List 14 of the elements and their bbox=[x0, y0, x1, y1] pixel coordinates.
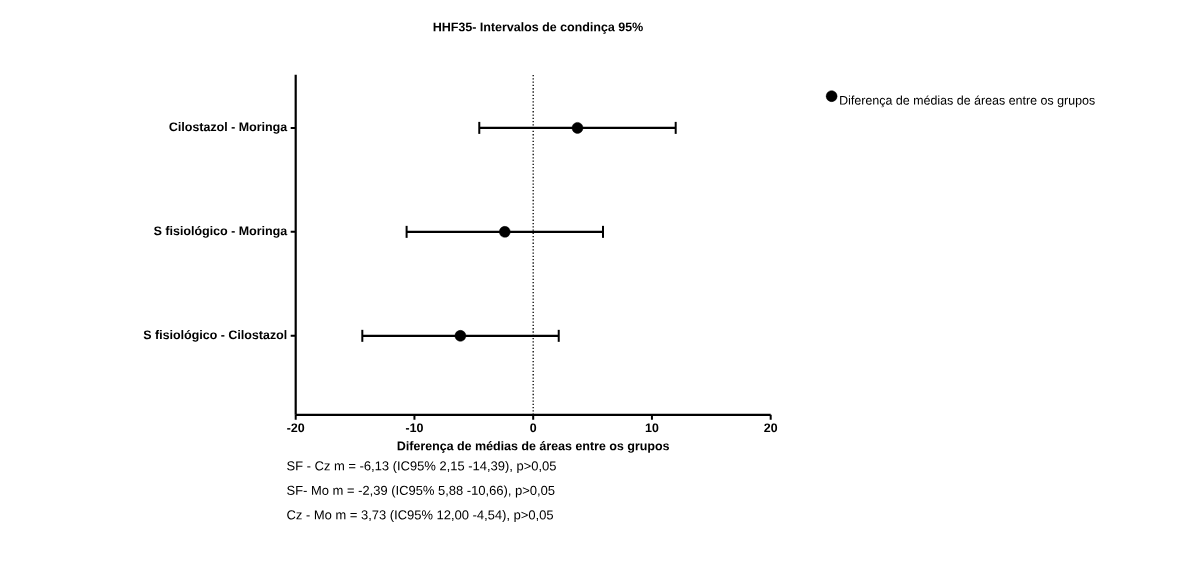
y-tick-label: S fisiológico - Moringa bbox=[154, 225, 288, 238]
x-axis-title: Diferença de médias de áreas entre os grupos bbox=[397, 441, 669, 453]
text: SF - Cz m = -6,13 (IC95% 2,15 -14,39), p>0,05 bbox=[287, 460, 556, 474]
y-tick-label: S fisiológico - Cilostazol bbox=[143, 329, 287, 342]
x-tick-label: 0 bbox=[530, 423, 537, 433]
text: Cz - Mo m = 3,73 (IC95% 12,00 -4,54), p>0,05 bbox=[287, 509, 554, 523]
x-tick-label: -20 bbox=[287, 423, 305, 433]
legend-label: Diferença de médias de áreas entre os grupos bbox=[840, 95, 1095, 108]
x-tick-label: -10 bbox=[405, 423, 423, 433]
y-tick-label: Cilostazol - Moringa bbox=[169, 122, 288, 134]
x-tick-label: 10 bbox=[645, 423, 659, 433]
text: SF- Mo m = -2,39 (IC95% 5,88 -10,66), p>0,05 bbox=[287, 485, 555, 498]
chart-title: HHF35- Intervalos de condinça 95% bbox=[433, 22, 643, 34]
x-tick-label: 20 bbox=[764, 423, 778, 433]
